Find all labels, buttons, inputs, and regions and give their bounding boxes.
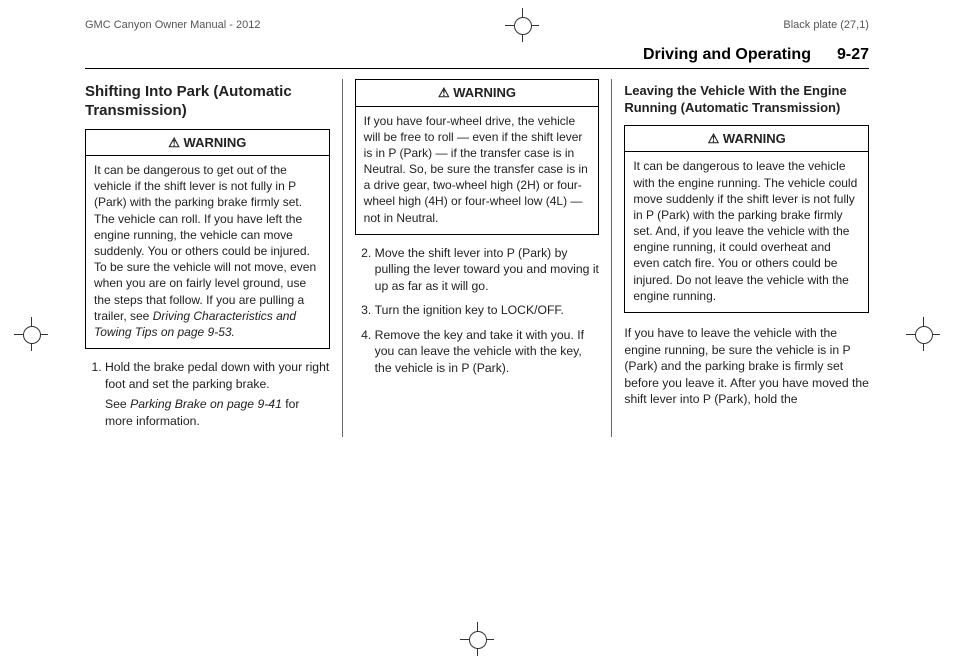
section-heading: Shifting Into Park (Automatic Transmissi… bbox=[85, 83, 330, 121]
subsection-heading: Leaving the Vehicle With the Engine Runn… bbox=[624, 83, 869, 117]
warning-icon: ⚠ bbox=[438, 85, 450, 100]
page-number: 9-27 bbox=[837, 46, 869, 63]
step-item: Hold the brake pedal down with your righ… bbox=[105, 359, 330, 429]
step-item: Move the shift lever into P (Park) by pu… bbox=[375, 245, 600, 294]
cross-ref: Parking Brake on page 9-41 bbox=[130, 397, 282, 411]
warning-header: ⚠ WARNING bbox=[625, 126, 868, 153]
step-list: Hold the brake pedal down with your righ… bbox=[85, 359, 330, 429]
warning-box: ⚠ WARNING If you have four-wheel drive, … bbox=[355, 79, 600, 235]
warning-label: WARNING bbox=[184, 135, 247, 150]
header-rule bbox=[85, 68, 869, 69]
warning-label: WARNING bbox=[453, 85, 516, 100]
column-1: Shifting Into Park (Automatic Transmissi… bbox=[85, 79, 343, 437]
manual-title: GMC Canyon Owner Manual - 2012 bbox=[85, 19, 260, 31]
registration-mark-right bbox=[906, 317, 940, 351]
warning-box: ⚠ WARNING It can be dangerous to leave t… bbox=[624, 125, 869, 313]
content-columns: Shifting Into Park (Automatic Transmissi… bbox=[85, 79, 869, 437]
column-2: ⚠ WARNING If you have four-wheel drive, … bbox=[355, 79, 613, 437]
plate-label: Black plate (27,1) bbox=[783, 19, 869, 31]
registration-mark-bottom bbox=[460, 622, 494, 656]
page-body: Driving and Operating 9-27 Shifting Into … bbox=[0, 46, 954, 437]
warning-icon: ⚠ bbox=[168, 135, 180, 150]
warning-body: It can be dangerous to get out of the ve… bbox=[86, 156, 329, 348]
body-paragraph: If you have to leave the vehicle with th… bbox=[624, 325, 869, 407]
chapter-header: Driving and Operating 9-27 bbox=[85, 46, 869, 64]
warning-header: ⚠ WARNING bbox=[356, 80, 599, 107]
warning-box: ⚠ WARNING It can be dangerous to get out… bbox=[85, 129, 330, 350]
chapter-title: Driving and Operating bbox=[643, 46, 811, 63]
warning-body: If you have four-wheel drive, the vehicl… bbox=[356, 107, 599, 234]
warning-icon: ⚠ bbox=[708, 131, 720, 146]
print-header: GMC Canyon Owner Manual - 2012 Black pla… bbox=[0, 0, 954, 46]
step-text: Hold the brake pedal down with your righ… bbox=[105, 360, 329, 390]
warning-body: It can be dangerous to leave the vehicle… bbox=[625, 152, 868, 312]
step-item: Remove the key and take it with you. If … bbox=[375, 327, 600, 376]
step-list: Move the shift lever into P (Park) by pu… bbox=[355, 245, 600, 376]
registration-mark-top bbox=[505, 8, 539, 42]
step-item: Turn the ignition key to LOCK/OFF. bbox=[375, 302, 600, 318]
registration-mark-left bbox=[14, 317, 48, 351]
warning-label: WARNING bbox=[723, 131, 786, 146]
warning-text: It can be dangerous to get out of the ve… bbox=[94, 163, 316, 323]
column-3: Leaving the Vehicle With the Engine Runn… bbox=[624, 79, 869, 437]
warning-header: ⚠ WARNING bbox=[86, 130, 329, 157]
step-subtext: See Parking Brake on page 9-41 for more … bbox=[105, 396, 330, 429]
